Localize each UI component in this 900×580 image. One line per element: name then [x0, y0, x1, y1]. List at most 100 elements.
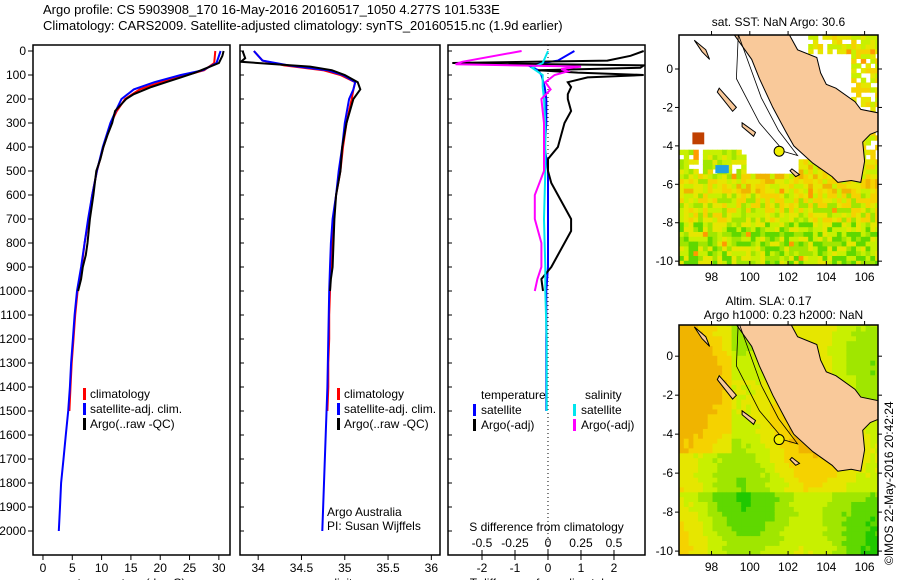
- map-cell: [774, 496, 781, 502]
- map-cell: [870, 77, 876, 84]
- map-cell: [679, 365, 685, 371]
- map-cell: [688, 369, 694, 376]
- map-cell: [746, 496, 752, 502]
- map-cell: [741, 369, 747, 376]
- series-line-s-satellite: [530, 50, 549, 411]
- map-cell: [707, 506, 714, 512]
- map-cell: [765, 545, 771, 551]
- map-cell: [860, 82, 867, 88]
- map-cell: [803, 550, 809, 555]
- map-cell: [698, 340, 704, 347]
- map-cell: [808, 330, 814, 337]
- y-tick-label: 1100: [0, 308, 26, 322]
- map-cell: [688, 496, 694, 502]
- map-cell: [875, 545, 878, 551]
- map-cell: [702, 365, 709, 371]
- map-cell: [683, 330, 690, 337]
- map-cell: [875, 35, 878, 40]
- map-cell: [731, 550, 737, 555]
- map-cell: [760, 501, 766, 507]
- map-cell: [789, 231, 795, 237]
- map-cell: [765, 452, 771, 459]
- map-cell: [784, 516, 790, 522]
- x-tick-label: 102: [778, 270, 798, 284]
- map-cell: [717, 428, 723, 434]
- map-cell: [870, 496, 876, 502]
- map-cell: [683, 202, 690, 208]
- map-cell: [736, 520, 742, 527]
- map-cell: [679, 525, 685, 532]
- map-cell: [746, 178, 752, 184]
- map-cell: [755, 545, 761, 551]
- temperature-profile: 051015202530temperature (deg C)010020030…: [0, 44, 231, 580]
- map-cell: [717, 217, 723, 223]
- map-cell: [875, 535, 878, 541]
- map-cell: [707, 355, 714, 361]
- map-cell: [870, 188, 876, 194]
- map-cell: [827, 365, 833, 371]
- map-cell: [717, 355, 723, 361]
- map-cell: [769, 545, 776, 551]
- map-cell: [736, 428, 742, 434]
- map-cell: [860, 325, 867, 327]
- map-cell: [722, 467, 728, 473]
- map-cell: [741, 496, 747, 502]
- map-cell: [779, 545, 785, 551]
- map-cell: [784, 540, 790, 546]
- map-cell: [755, 408, 761, 415]
- map-cell: [726, 496, 733, 502]
- map-cell: [769, 192, 776, 199]
- map-cell: [812, 525, 819, 532]
- map-cell: [812, 467, 819, 473]
- map-cell: [760, 379, 766, 386]
- map-cell: [769, 481, 776, 488]
- map-cell: [750, 433, 757, 439]
- map-cell: [707, 192, 714, 199]
- map-cell: [798, 217, 804, 223]
- map-cell: [851, 202, 857, 208]
- map-cell: [808, 255, 814, 261]
- map-cell: [760, 413, 766, 420]
- map-cell: [698, 399, 704, 405]
- map-cell: [712, 394, 718, 400]
- map-cell: [784, 255, 790, 261]
- map-cell: [693, 154, 699, 160]
- map-cell: [736, 433, 742, 439]
- map-cell: [875, 467, 878, 473]
- map-cell: [755, 535, 761, 541]
- map-cell: [774, 550, 781, 555]
- map-cell: [750, 355, 757, 361]
- map-cell: [746, 365, 752, 371]
- map-cell: [860, 96, 867, 103]
- map-layer: [679, 325, 878, 555]
- map-cell: [746, 540, 752, 546]
- map-cell: [832, 525, 838, 532]
- map-cell: [860, 384, 867, 390]
- map-cell: [774, 245, 781, 252]
- map-cell: [827, 207, 833, 213]
- map-cell: [774, 418, 781, 425]
- map-cell: [808, 326, 814, 332]
- map-cell: [755, 418, 761, 425]
- map-cell: [860, 462, 867, 468]
- map-cell: [736, 188, 742, 194]
- map-cell: [817, 173, 824, 180]
- map-cell: [784, 457, 790, 463]
- map-cell: [722, 403, 728, 410]
- map-cell: [789, 550, 795, 555]
- map-cell: [827, 525, 833, 532]
- map-cell: [698, 442, 704, 449]
- map-cell: [808, 472, 814, 478]
- map-cell: [722, 188, 728, 194]
- map-cell: [712, 545, 718, 551]
- map-cell: [793, 550, 800, 555]
- map-cell: [746, 423, 752, 429]
- map-cell: [741, 550, 747, 555]
- map-cell: [769, 236, 776, 242]
- map-cell: [827, 173, 833, 180]
- map-cell: [746, 408, 752, 415]
- map-cell: [812, 202, 819, 208]
- map-cell: [817, 168, 824, 175]
- map-cell: [817, 44, 824, 50]
- map-cell: [736, 462, 742, 468]
